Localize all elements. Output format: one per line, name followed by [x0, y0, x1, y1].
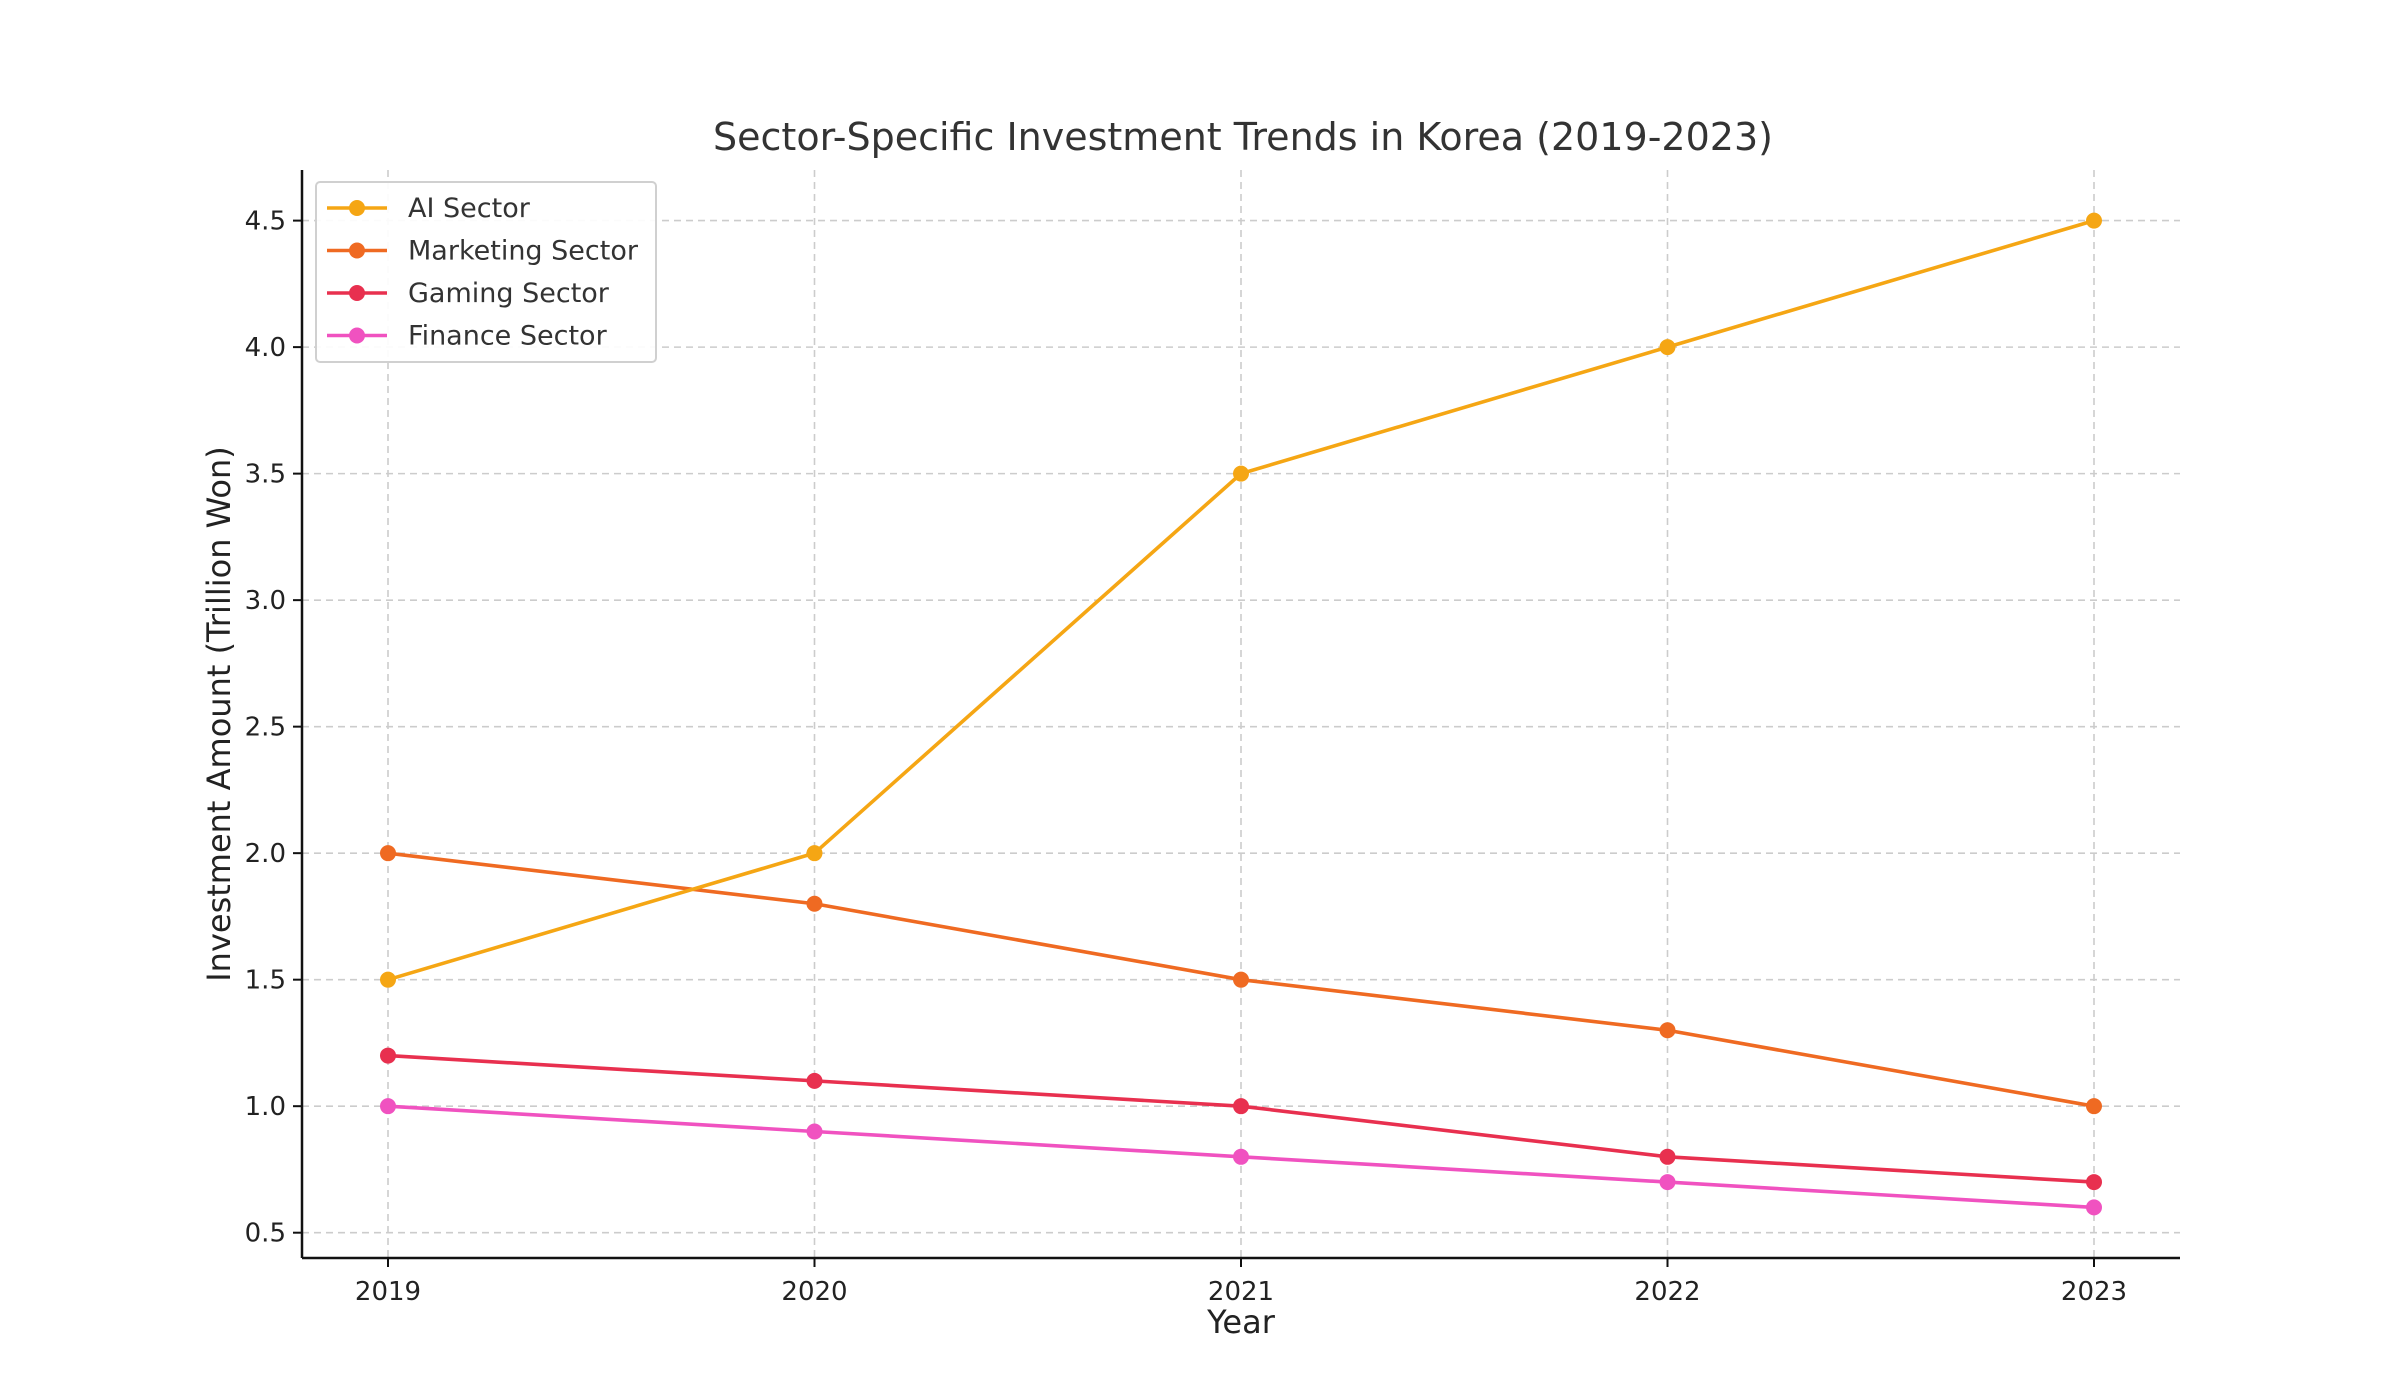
grid — [302, 170, 2180, 1258]
data-point-gaming-sector — [2086, 1174, 2102, 1191]
x-axis-label: Year — [1206, 1303, 1276, 1341]
data-point-finance-sector — [1659, 1174, 1676, 1191]
data-point-gaming-sector — [806, 1072, 823, 1089]
data-point-gaming-sector — [1233, 1098, 1249, 1115]
series-ai-sector — [380, 212, 2102, 988]
data-point-marketing-sector — [380, 845, 396, 862]
legend-item-ai-sector: AI Sector — [327, 193, 531, 224]
y-tick-label: 0.5 — [245, 1219, 286, 1249]
data-point-marketing-sector — [806, 895, 823, 912]
chart-title: Sector-Specific Investment Trends in Kor… — [713, 115, 1773, 159]
legend-marker-finance-sector — [349, 327, 365, 344]
data-point-ai-sector — [380, 971, 396, 988]
data-point-finance-sector — [806, 1123, 823, 1140]
y-tick-label: 4.0 — [245, 333, 286, 363]
x-tick-label: 2019 — [355, 1277, 421, 1307]
y-tick-label: 2.5 — [245, 713, 286, 743]
legend-label-ai-sector: AI Sector — [408, 193, 531, 224]
legend-label-gaming-sector: Gaming Sector — [408, 278, 610, 309]
series-finance-sector — [380, 1098, 2102, 1216]
data-point-finance-sector — [380, 1098, 396, 1115]
data-point-marketing-sector — [1659, 1022, 1676, 1039]
y-axis-label: Investment Amount (Trillion Won) — [200, 446, 238, 982]
y-tick-label: 3.0 — [245, 586, 286, 616]
legend-marker-marketing-sector — [349, 242, 365, 259]
y-tick-label: 3.5 — [245, 460, 286, 490]
legend-label-marketing-sector: Marketing Sector — [408, 236, 639, 267]
data-point-marketing-sector — [2086, 1098, 2102, 1115]
legend-marker-gaming-sector — [349, 285, 365, 301]
legend-item-gaming-sector: Gaming Sector — [327, 278, 610, 309]
x-ticks: 2019 2020 2021 2022 2023 — [355, 1258, 2127, 1307]
x-tick-label: 2023 — [2061, 1277, 2127, 1307]
legend-items: AI Sector Marketing Sector Gaming Sector Fi… — [327, 193, 639, 352]
data-point-finance-sector — [2086, 1199, 2102, 1216]
data-point-ai-sector — [806, 845, 823, 862]
legend-item-marketing-sector: Marketing Sector — [327, 236, 639, 267]
legend-label-finance-sector: Finance Sector — [408, 321, 608, 352]
legend-marker-ai-sector — [349, 200, 365, 216]
series-layer — [380, 212, 2102, 1216]
data-point-finance-sector — [1233, 1148, 1249, 1165]
x-tick-label: 2021 — [1208, 1277, 1274, 1307]
y-ticks: 0.5 1.0 1.5 2.0 2.5 3.0 3.5 4.0 4.5 — [245, 207, 302, 1249]
y-tick-label: 1.0 — [245, 1092, 286, 1122]
data-point-gaming-sector — [1659, 1148, 1676, 1165]
y-tick-label: 2.0 — [245, 839, 286, 869]
data-point-ai-sector — [2086, 212, 2102, 229]
data-point-ai-sector — [1233, 465, 1249, 482]
y-tick-label: 1.5 — [245, 966, 286, 996]
x-tick-label: 2020 — [781, 1277, 847, 1307]
legend: AI Sector Marketing Sector Gaming Sector Fi… — [315, 181, 657, 363]
legend-item-finance-sector: Finance Sector — [327, 321, 608, 352]
data-point-gaming-sector — [380, 1047, 396, 1064]
series-marketing-sector — [380, 845, 2102, 1115]
data-point-ai-sector — [1659, 339, 1676, 356]
y-tick-label: 4.5 — [245, 207, 286, 237]
legend-box — [315, 181, 657, 363]
series-gaming-sector — [380, 1047, 2102, 1191]
x-tick-label: 2022 — [1634, 1277, 1700, 1307]
data-point-marketing-sector — [1233, 971, 1249, 988]
